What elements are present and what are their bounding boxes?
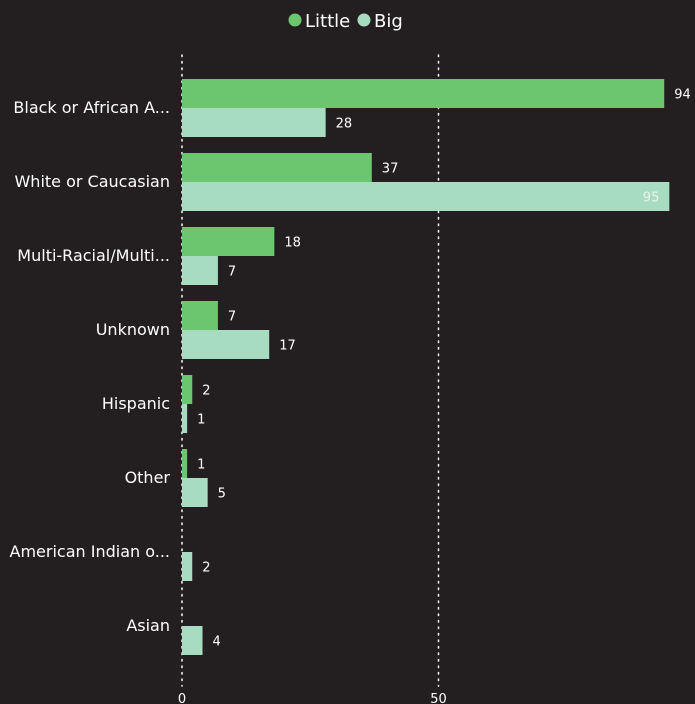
bar-little-multi-racial-multi[interactable] [182,227,275,256]
bar-big-unknown[interactable] [182,330,270,359]
legend-marker [288,13,302,27]
value-label: 37 [382,162,399,177]
value-label: 7 [228,265,236,280]
x-tick-label: 0 [178,692,186,704]
bar-big-white-or-caucasian[interactable] [182,182,670,211]
category-label: Hispanic [102,394,170,413]
bar-big-american-indian-o[interactable] [182,552,193,581]
value-label: 28 [336,117,353,132]
value-label: 95 [643,191,660,206]
value-axis: 0501 [178,692,447,704]
value-label: 1 [197,413,205,428]
category-label: Other [125,468,171,487]
value-label: 17 [279,339,296,354]
legend-label: Little [305,11,350,32]
value-label: 7 [228,310,236,325]
category-label: Black or African A... [13,98,170,117]
value-label: 1 [197,458,205,473]
bar-little-unknown[interactable] [182,301,218,330]
legend-item-big[interactable]: Big [357,11,403,32]
bar-little-white-or-caucasian[interactable] [182,153,372,182]
category-label: Multi-Racial/Multi... [17,246,170,265]
category-label: Unknown [96,320,170,339]
x-tick-label: 50 [430,692,447,704]
bar-big-asian[interactable] [182,626,203,655]
value-label: 18 [284,236,301,251]
bars [182,79,670,655]
category-label: White or Caucasian [14,172,170,191]
value-label: 94 [674,88,691,103]
bar-big-multi-racial-multi[interactable] [182,256,218,285]
legend-marker [357,13,371,27]
legend-label: Big [374,11,403,32]
category-axis: Black or African A... White or Caucasian M… [10,98,171,635]
value-label: 4 [213,635,221,650]
legend[interactable]: Little Big [288,11,403,32]
bar-big-hispanic[interactable] [182,404,188,433]
bar-big-black-or-african-a[interactable] [182,108,326,137]
legend-item-little[interactable]: Little [288,11,351,32]
gridlines [181,54,440,687]
category-label: Asian [126,616,170,635]
value-label: 5 [218,487,226,502]
bar-little-other[interactable] [182,449,188,478]
category-label: American Indian o... [10,542,170,561]
value-label: 2 [202,384,210,399]
bar-little-black-or-african-a[interactable] [182,79,665,108]
value-label: 2 [202,561,210,576]
bar-big-other[interactable] [182,478,208,507]
bar-little-hispanic[interactable] [182,375,193,404]
